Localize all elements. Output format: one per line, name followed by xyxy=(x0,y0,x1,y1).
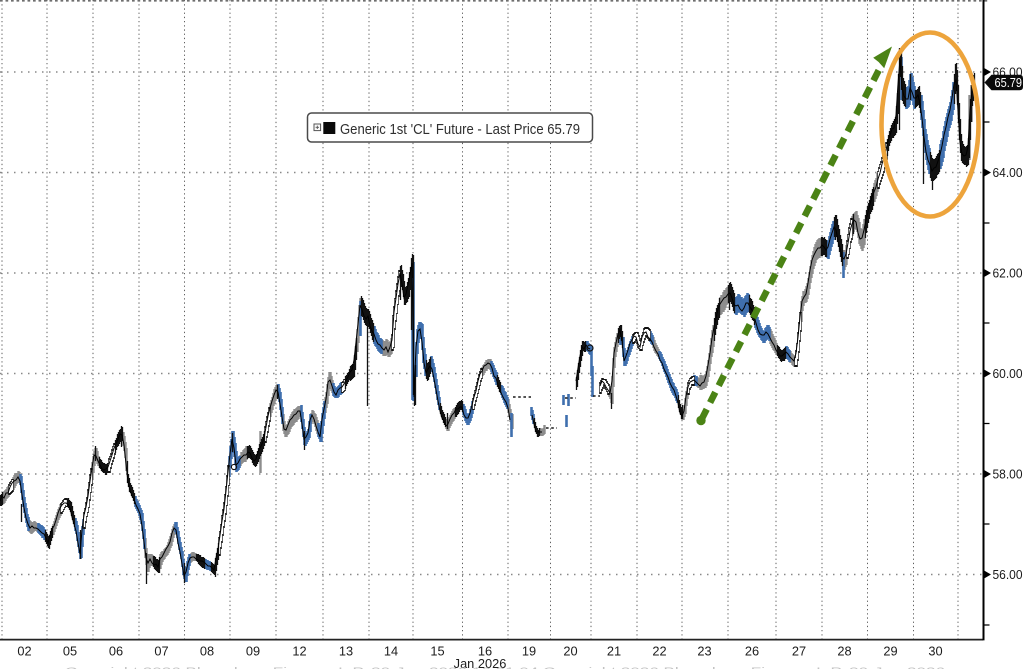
svg-text:29: 29 xyxy=(883,644,897,659)
svg-text:58.00: 58.00 xyxy=(993,467,1023,482)
svg-text:15: 15 xyxy=(430,644,444,659)
svg-text:64.00: 64.00 xyxy=(993,165,1023,180)
svg-text:19: 19 xyxy=(522,644,536,659)
svg-text:14: 14 xyxy=(384,644,398,659)
svg-text:05: 05 xyxy=(63,644,77,659)
svg-text:09: 09 xyxy=(246,644,260,659)
svg-text:62.00: 62.00 xyxy=(993,266,1023,281)
svg-text:21: 21 xyxy=(607,644,621,659)
svg-text:22: 22 xyxy=(652,644,666,659)
svg-text:60.00: 60.00 xyxy=(993,366,1023,381)
svg-text:65.79: 65.79 xyxy=(995,76,1023,90)
svg-text:30: 30 xyxy=(928,644,942,659)
svg-text:Generic 1st 'CL' Future - Last: Generic 1st 'CL' Future - Last Price 65.… xyxy=(340,121,580,138)
svg-text:13: 13 xyxy=(339,644,353,659)
svg-text:16: 16 xyxy=(478,644,492,659)
svg-text:07: 07 xyxy=(154,644,168,659)
svg-text:23: 23 xyxy=(697,644,711,659)
svg-text:Copyright 2026 Bloomberg Finan: Copyright 2026 Bloomberg Finance L.P. 30… xyxy=(65,667,946,669)
svg-text:Jan 2026: Jan 2026 xyxy=(454,656,507,669)
svg-text:06: 06 xyxy=(109,644,123,659)
svg-text:20: 20 xyxy=(563,644,577,659)
svg-text:27: 27 xyxy=(792,644,806,659)
svg-text:28: 28 xyxy=(837,644,851,659)
svg-text:12: 12 xyxy=(292,644,306,659)
svg-text:26: 26 xyxy=(745,644,759,659)
svg-text:08: 08 xyxy=(200,644,214,659)
svg-text:02: 02 xyxy=(17,644,31,659)
svg-text:56.00: 56.00 xyxy=(993,567,1023,582)
